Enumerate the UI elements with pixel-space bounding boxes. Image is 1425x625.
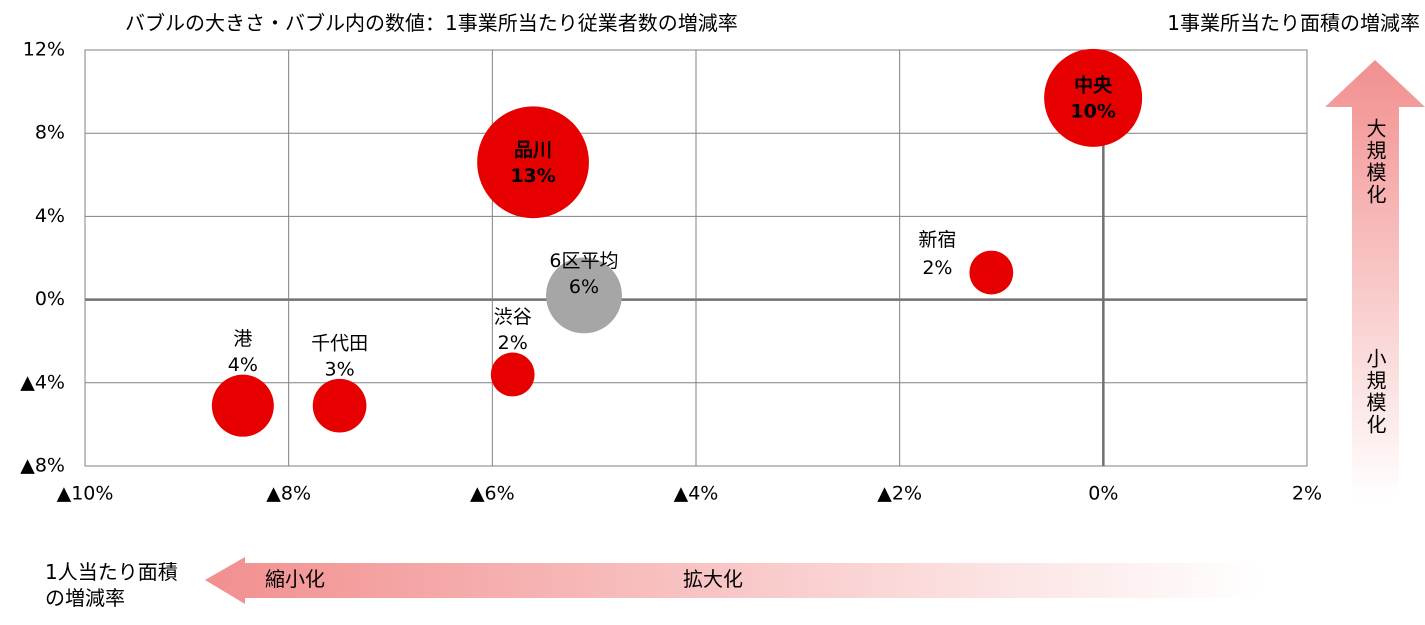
x-axis-label: の増減率 — [45, 586, 125, 610]
bubble — [490, 352, 535, 397]
bubble — [546, 257, 622, 334]
y-tick-label: 12% — [23, 39, 65, 61]
bubble-value-label: 3% — [325, 358, 355, 380]
x-tick-label: ▲8% — [266, 483, 311, 505]
bubble-name: 6区平均 — [549, 250, 618, 272]
x-tick-label: 0% — [1088, 483, 1118, 505]
x-axis-label: 1人当たり面積 — [45, 560, 178, 584]
x-tick-label: ▲10% — [57, 483, 114, 505]
y-tick-label: ▲8% — [20, 455, 65, 477]
x-tick-label: ▲6% — [470, 483, 515, 505]
x-arrow-label: 拡大化 — [683, 567, 743, 591]
bubble — [969, 250, 1014, 295]
y-axis-label: 1事業所当たり面積の増減率 — [1167, 11, 1420, 35]
bubble-name: 渋谷 — [494, 306, 532, 328]
y-tick-label: 8% — [35, 122, 65, 144]
bubble — [211, 374, 274, 437]
bubble-name: 中央 — [1074, 73, 1113, 96]
y-arrow-label: 小規模化 — [1363, 348, 1387, 436]
bubble-name: 新宿 — [918, 229, 956, 251]
x-tick-label: ▲4% — [674, 483, 719, 505]
bubble — [477, 106, 589, 219]
bubble-value-label: 10% — [1070, 100, 1115, 122]
y-arrow-label: 大規模化 — [1363, 118, 1387, 206]
bubble-name: 千代田 — [311, 332, 368, 354]
bubble-value-label: 6% — [569, 276, 599, 298]
y-tick-label: 0% — [35, 288, 65, 310]
bubble-value-label: 2% — [498, 332, 528, 354]
bubble-name: 港 — [233, 328, 252, 350]
chart-title: バブルの大きさ・バブル内の数値：1事業所当たり従業者数の増減率 — [125, 11, 738, 35]
bubble — [1044, 48, 1143, 147]
bubble-value-label: 4% — [228, 354, 258, 376]
y-tick-label: 4% — [35, 205, 65, 227]
x-arrow — [205, 557, 1262, 604]
bubble — [312, 378, 367, 433]
y-arrow — [1325, 60, 1425, 500]
bubble-name: 品川 — [514, 139, 552, 161]
bubble-value-label: 2% — [922, 257, 952, 279]
x-tick-label: 2% — [1292, 483, 1322, 505]
x-arrow-label: 縮小化 — [265, 567, 325, 591]
y-tick-label: ▲4% — [20, 371, 65, 393]
x-tick-label: ▲2% — [877, 483, 922, 505]
bubble-value-label: 13% — [510, 165, 555, 187]
